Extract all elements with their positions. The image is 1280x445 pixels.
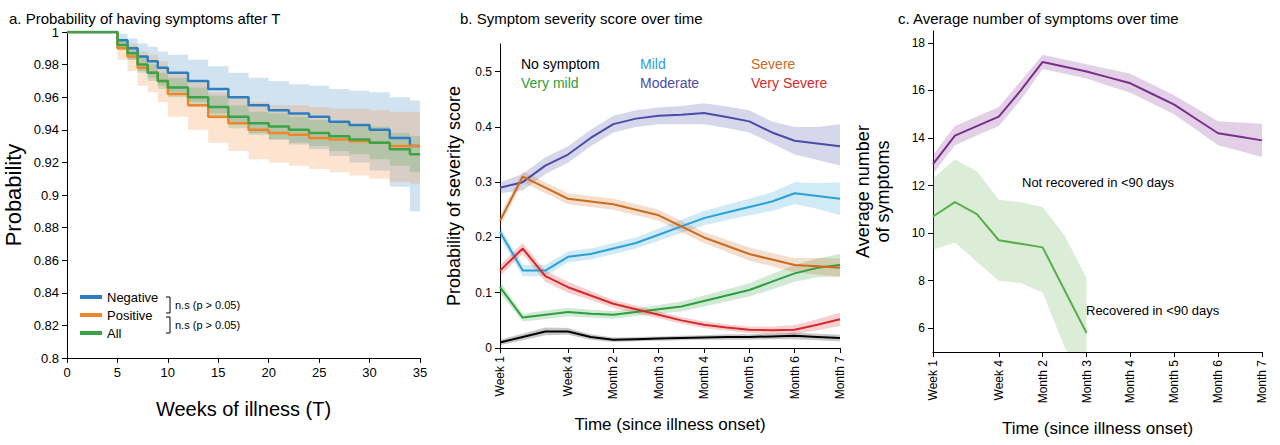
svg-text:n.s (p > 0.05): n.s (p > 0.05) [175,319,240,331]
svg-text:Month 7: Month 7 [1255,360,1269,404]
svg-text:c. Average number of symptoms: c. Average number of symptoms over time [898,10,1179,27]
svg-text:b. Symptom severity score over: b. Symptom severity score over time [460,10,703,27]
svg-text:8: 8 [918,274,925,288]
svg-text:0.98: 0.98 [34,57,59,72]
svg-text:16: 16 [912,83,926,97]
svg-text:Month 2: Month 2 [606,356,620,400]
svg-text:Week 4: Week 4 [992,360,1006,401]
svg-text:1: 1 [51,24,59,40]
svg-text:25: 25 [312,365,326,380]
svg-text:30: 30 [362,365,376,380]
svg-text:0.8: 0.8 [41,351,59,366]
svg-text:20: 20 [261,365,275,380]
svg-text:Month 2: Month 2 [1036,360,1050,404]
svg-text:Recovered in <90 days: Recovered in <90 days [1086,303,1220,318]
svg-text:Severe: Severe [751,56,796,72]
svg-text:Week 4: Week 4 [561,356,575,397]
svg-text:Month 5: Month 5 [742,356,756,400]
svg-text:Month 4: Month 4 [1123,360,1137,404]
svg-text:10: 10 [161,365,175,380]
svg-text:0.96: 0.96 [34,90,59,105]
svg-text:Month 4: Month 4 [697,356,711,400]
svg-text:0.88: 0.88 [34,220,59,235]
svg-text:0.4: 0.4 [475,120,492,134]
svg-text:All: All [107,326,122,341]
svg-text:0.92: 0.92 [34,155,59,170]
svg-text:Month 3: Month 3 [652,356,666,400]
svg-text:Month 5: Month 5 [1167,360,1181,404]
svg-text:0.1: 0.1 [475,286,492,300]
svg-text:0: 0 [485,341,492,355]
svg-text:Month 3: Month 3 [1080,360,1094,404]
svg-text:0.9: 0.9 [41,188,59,203]
svg-text:35: 35 [413,365,427,380]
svg-text:Average number: Average number [853,125,873,258]
svg-text:Week 1: Week 1 [926,360,940,401]
svg-text:Moderate: Moderate [640,75,699,91]
svg-text:6: 6 [918,321,925,335]
svg-text:10: 10 [912,226,926,240]
svg-text:Month 7: Month 7 [833,356,847,400]
svg-text:Probability of severity score: Probability of severity score [444,86,464,306]
svg-text:Very mild: Very mild [521,75,579,91]
svg-text:0: 0 [63,365,70,380]
svg-text:14: 14 [912,131,926,145]
svg-text:0.3: 0.3 [475,175,492,189]
svg-text:0.82: 0.82 [34,318,59,333]
svg-text:n.s (p > 0.05): n.s (p > 0.05) [175,299,240,311]
svg-text:Mild: Mild [640,56,666,72]
svg-text:Month 6: Month 6 [788,356,802,400]
svg-text:15: 15 [211,365,225,380]
svg-text:Time (since illness onset): Time (since illness onset) [574,415,765,434]
svg-text:Time (since illness onset): Time (since illness onset) [1002,419,1193,438]
svg-text:Week 1: Week 1 [493,356,507,397]
svg-text:of symptoms: of symptoms [873,140,893,242]
svg-text:Weeks of illness (T): Weeks of illness (T) [156,398,331,420]
svg-text:Negative: Negative [107,290,158,305]
svg-text:0.2: 0.2 [475,230,492,244]
svg-text:No symptom: No symptom [521,56,600,72]
svg-text:18: 18 [912,36,926,50]
svg-text:0.5: 0.5 [475,65,492,79]
svg-text:Probability: Probability [1,144,26,247]
svg-text:5: 5 [114,365,121,380]
svg-text:Month 6: Month 6 [1211,360,1225,404]
svg-text:Positive: Positive [107,308,153,323]
svg-text:Not recovered in <90 days: Not recovered in <90 days [1022,175,1175,190]
svg-text:0.86: 0.86 [34,253,59,268]
svg-text:12: 12 [912,179,926,193]
svg-text:0.84: 0.84 [34,285,59,300]
svg-text:a. Probability of having sympt: a. Probability of having symptoms after … [9,10,281,27]
svg-text:Very Severe: Very Severe [751,75,827,91]
svg-text:0.94: 0.94 [34,122,59,137]
